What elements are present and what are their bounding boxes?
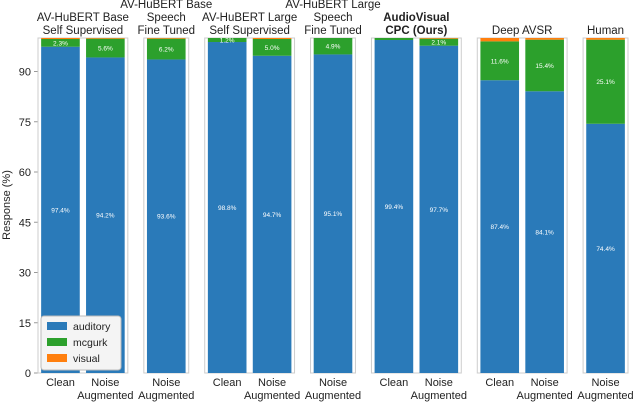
bar-segment <box>86 38 125 39</box>
bar-segment <box>207 38 247 43</box>
x-tick-label: Noise <box>531 377 559 389</box>
value-label: 4.9% <box>326 44 341 51</box>
bar-segment <box>41 39 80 47</box>
bar-segment <box>525 91 564 373</box>
panel-title: AV-HuBERT Base <box>37 12 129 24</box>
y-tick-label: 15 <box>19 318 31 330</box>
panel-title: AV-HuBERT Large <box>202 12 297 24</box>
legend-label: auditory <box>73 321 111 333</box>
panel-title: Deep AVSR <box>492 25 553 37</box>
x-tick-label: Clean <box>485 377 514 389</box>
x-tick-label: Augmented <box>244 390 300 402</box>
panel-title: Self Supervised <box>43 25 124 37</box>
bar-segment <box>252 39 292 56</box>
bar-segment <box>419 38 459 46</box>
bar-segment <box>480 41 520 81</box>
x-tick-label: Augmented <box>411 390 467 402</box>
panel-title: CPC (Ours) <box>385 25 447 37</box>
bar-segment <box>146 38 186 39</box>
value-label: 2.3% <box>53 40 68 47</box>
bar-segment <box>374 40 414 373</box>
value-label: 87.4% <box>491 224 510 231</box>
y-tick-label: 0 <box>25 368 31 380</box>
legend-swatch <box>47 354 67 362</box>
value-label: 95.1% <box>324 211 343 218</box>
y-tick-label: 60 <box>19 167 31 179</box>
bar-segment <box>586 39 625 124</box>
value-label: 15.4% <box>535 63 554 70</box>
bar-segment <box>480 80 520 374</box>
x-tick-label: Clean <box>46 377 75 389</box>
x-tick-label: Noise <box>591 377 619 389</box>
bar-segment <box>313 38 353 55</box>
panel-title: AV-HuBERT Base <box>120 0 212 11</box>
value-label: 93.6% <box>157 214 176 221</box>
x-tick-label: Augmented <box>77 390 133 402</box>
x-tick-label: Noise <box>319 377 347 389</box>
value-label: 74.4% <box>596 246 615 253</box>
x-tick-label: Noise <box>152 377 180 389</box>
x-tick-label: Noise <box>91 377 119 389</box>
value-label: 97.4% <box>51 207 70 214</box>
panel-title: Fine Tuned <box>304 25 362 37</box>
legend-label: mcgurk <box>73 337 108 349</box>
bar-segment <box>586 123 625 373</box>
value-label: 97.7% <box>430 207 449 214</box>
legend-swatch <box>47 322 67 330</box>
x-tick-label: Augmented <box>138 390 194 402</box>
value-label: 11.6% <box>491 58 509 65</box>
value-label: 6.2% <box>159 47 174 54</box>
bar-segment <box>419 38 459 39</box>
bar-segment <box>480 38 520 42</box>
y-tick-label: 75 <box>19 117 31 129</box>
panel-title: AudioVisual <box>383 12 449 24</box>
bar-segment <box>207 42 247 374</box>
bar-segment <box>252 38 292 40</box>
x-tick-label: Augmented <box>305 390 361 402</box>
value-label: 2.1% <box>431 40 446 47</box>
value-label: 98.8% <box>218 205 237 212</box>
value-label: 99.4% <box>385 204 404 211</box>
bar-segment <box>146 59 186 373</box>
bar-segment <box>525 38 564 40</box>
bar-segment <box>313 54 353 373</box>
value-label: 84.1% <box>535 230 554 237</box>
value-label: 94.7% <box>263 212 282 219</box>
panel-title: Fine Tuned <box>137 25 195 37</box>
panel-title: AV-HuBERT Large <box>285 0 380 11</box>
legend: auditory mcgurk visual <box>40 315 122 371</box>
x-tick-label: Augmented <box>577 390 633 402</box>
bar-segment <box>252 55 292 373</box>
bar-segment <box>525 39 564 92</box>
value-label: 94.2% <box>96 213 115 220</box>
value-label: 1.2% <box>220 38 235 45</box>
x-tick-label: Clean <box>213 377 242 389</box>
y-tick-label: 90 <box>19 67 31 79</box>
value-label: 25.1% <box>596 79 615 86</box>
y-tick-label: 30 <box>19 268 31 280</box>
x-tick-label: Noise <box>425 377 453 389</box>
value-label: 5.0% <box>265 45 280 52</box>
x-tick-label: Clean <box>380 377 409 389</box>
panel-title: Speech <box>313 12 352 24</box>
x-tick-label: Augmented <box>517 390 573 402</box>
bar-segment <box>146 38 186 60</box>
panel-title: Speech <box>147 12 186 24</box>
bar-segment <box>86 38 125 58</box>
value-label: 5.6% <box>98 46 113 53</box>
bar-segment <box>419 45 459 374</box>
y-axis-label: Response (%) <box>1 170 13 240</box>
panel-title: Human <box>587 25 624 37</box>
legend-swatch <box>47 338 67 346</box>
bar-segment <box>374 38 414 41</box>
bar-segment <box>41 38 80 40</box>
panel-title: Self Supervised <box>209 25 290 37</box>
bar-segment <box>586 38 625 40</box>
legend-label: visual <box>73 353 100 365</box>
x-tick-label: Noise <box>258 377 286 389</box>
y-tick-label: 45 <box>19 217 31 229</box>
